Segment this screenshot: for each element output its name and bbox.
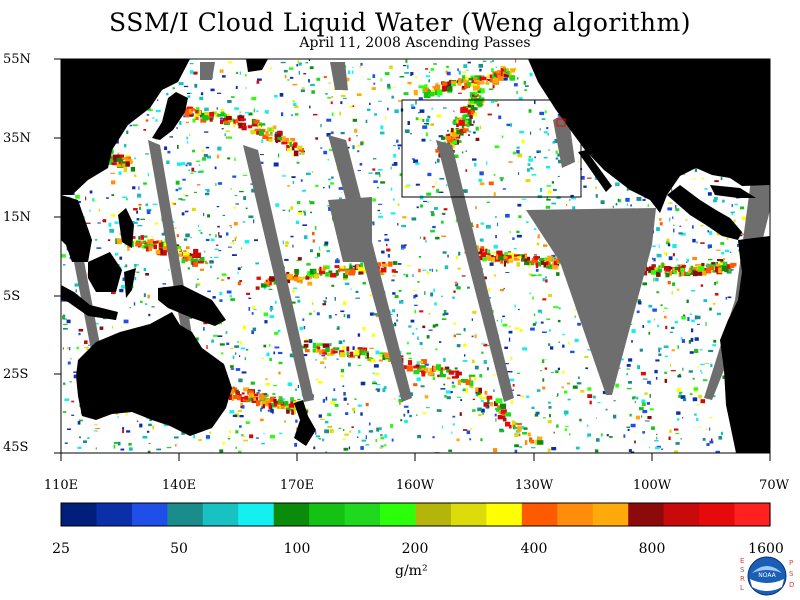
philippines (118, 208, 134, 248)
region-box (401, 99, 582, 198)
colorbar-segment (486, 503, 523, 526)
colorbar-segment (450, 503, 487, 526)
colorbar-tick-label: 400 (520, 541, 548, 557)
colorbar-tick-label: 100 (283, 541, 311, 557)
central-america (667, 185, 742, 240)
kamchatka (246, 59, 268, 72)
colorbar-segment (61, 503, 98, 526)
japan (152, 92, 188, 140)
colorbar-tick-label: 1600 (748, 541, 784, 557)
colorbar-segment (628, 503, 665, 526)
colorbar-segment (273, 503, 310, 526)
lat-label: 25S (3, 367, 29, 382)
colorbar-tick-label: 200 (401, 541, 429, 557)
asia (61, 59, 190, 195)
logo-letter: S (789, 570, 794, 578)
cuba (710, 185, 756, 198)
baja-california (578, 150, 612, 192)
emblem-text: NOAA (758, 572, 776, 579)
colorbar-segment (415, 503, 452, 526)
colorbar-segment (380, 503, 417, 526)
colorbar-segment (734, 503, 771, 526)
sumatra-java (61, 285, 118, 320)
lat-label: 15N (3, 210, 31, 225)
colorbar-segment (521, 503, 558, 526)
logo-letter: R (740, 575, 745, 583)
sulawesi (124, 268, 136, 298)
units-label: g/m² (395, 563, 428, 579)
lon-label: 160W (395, 478, 435, 493)
lat-label: 45S (3, 440, 29, 455)
lon-label: 110E (43, 478, 79, 493)
colorbar-segment (699, 503, 736, 526)
land-masses (61, 59, 770, 453)
new-zealand (294, 400, 316, 446)
logo-letter: P (789, 559, 793, 567)
south-america (720, 236, 770, 453)
colorbar-segment (96, 503, 133, 526)
page-title: SSM/I Cloud Liquid Water (Weng algorithm… (109, 8, 691, 37)
esrl-psd-logo: NOAA E S R L P S D (740, 556, 794, 596)
colorbar (61, 503, 771, 526)
colorbar-tick-label: 800 (638, 541, 666, 557)
logo-letter: S (740, 566, 745, 574)
north-america (528, 59, 770, 213)
lon-label: 140E (161, 478, 197, 493)
lon-label: 70W (759, 478, 789, 493)
colorbar-segment (344, 503, 381, 526)
borneo (88, 252, 122, 292)
axis-ticks (54, 58, 771, 461)
colorbar-segment (663, 503, 700, 526)
colorbar-segment (557, 503, 594, 526)
colorbar-tick-label: 25 (52, 541, 70, 557)
lat-label: 35N (3, 131, 31, 146)
lon-label: 170E (279, 478, 315, 493)
colorbar-tick-label: 50 (170, 541, 188, 557)
colorbar-segment (592, 503, 629, 526)
indochina (61, 195, 92, 262)
lon-label: 100W (632, 478, 672, 493)
colorbar-segment (131, 503, 168, 526)
logo-letter: L (740, 584, 744, 592)
lat-label: 5S (3, 289, 21, 304)
colorbar-segment (309, 503, 346, 526)
new-guinea (158, 285, 226, 326)
lat-label: 55N (3, 52, 31, 67)
page-subtitle: April 11, 2008 Ascending Passes (299, 35, 531, 51)
colorbar-segment (202, 503, 239, 526)
colorbar-segment (167, 503, 204, 526)
colorbar-frame (60, 502, 771, 527)
lon-label: 130W (514, 478, 554, 493)
colorbar-segment (238, 503, 275, 526)
marker-box (556, 118, 566, 127)
australia (76, 312, 232, 436)
logo-letter: E (740, 557, 744, 565)
logo-letter: D (789, 581, 794, 589)
